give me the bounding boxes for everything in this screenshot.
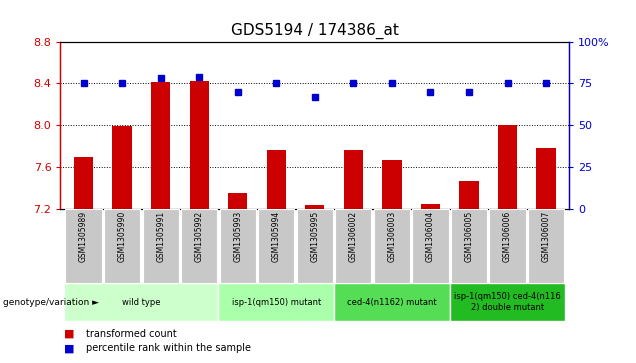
- Bar: [412, 209, 448, 283]
- Bar: [64, 283, 218, 321]
- Bar: [74, 156, 93, 209]
- Bar: [66, 209, 102, 283]
- Bar: [374, 209, 410, 283]
- Text: GSM1305993: GSM1305993: [233, 211, 242, 262]
- Text: GSM1305992: GSM1305992: [195, 211, 204, 262]
- Text: GSM1305991: GSM1305991: [156, 211, 165, 262]
- Text: GSM1305990: GSM1305990: [118, 211, 127, 262]
- Bar: [382, 160, 401, 209]
- Text: GSM1305989: GSM1305989: [79, 211, 88, 262]
- Bar: [450, 283, 565, 321]
- Bar: [219, 209, 256, 283]
- Text: ■: ■: [64, 343, 74, 354]
- Text: GSM1305995: GSM1305995: [310, 211, 319, 262]
- Bar: [218, 283, 334, 321]
- Title: GDS5194 / 174386_at: GDS5194 / 174386_at: [231, 23, 399, 39]
- Bar: [490, 209, 526, 283]
- Bar: [498, 125, 517, 209]
- Text: ced-4(n1162) mutant: ced-4(n1162) mutant: [347, 298, 437, 307]
- Text: GSM1306006: GSM1306006: [503, 211, 512, 262]
- Text: isp-1(qm150) ced-4(n116
2) double mutant: isp-1(qm150) ced-4(n116 2) double mutant: [454, 293, 561, 312]
- Bar: [142, 209, 179, 283]
- Text: GSM1305994: GSM1305994: [272, 211, 280, 262]
- Bar: [266, 150, 286, 209]
- Bar: [228, 193, 247, 209]
- Text: transformed count: transformed count: [86, 329, 177, 339]
- Bar: [343, 150, 363, 209]
- Text: percentile rank within the sample: percentile rank within the sample: [86, 343, 251, 354]
- Bar: [335, 209, 371, 283]
- Bar: [305, 204, 324, 209]
- Bar: [151, 82, 170, 209]
- Bar: [334, 283, 450, 321]
- Bar: [113, 126, 132, 209]
- Bar: [190, 81, 209, 209]
- Bar: [421, 204, 440, 209]
- Bar: [297, 209, 333, 283]
- Bar: [459, 180, 479, 209]
- Text: GSM1306005: GSM1306005: [464, 211, 473, 262]
- Text: GSM1306004: GSM1306004: [426, 211, 435, 262]
- Bar: [536, 148, 556, 209]
- Text: wild type: wild type: [122, 298, 161, 307]
- Text: GSM1306002: GSM1306002: [349, 211, 358, 262]
- Text: ■: ■: [64, 329, 74, 339]
- Text: GSM1306003: GSM1306003: [387, 211, 396, 262]
- Text: GSM1306007: GSM1306007: [542, 211, 551, 262]
- Bar: [528, 209, 564, 283]
- Bar: [451, 209, 487, 283]
- Bar: [181, 209, 218, 283]
- Bar: [104, 209, 140, 283]
- Text: isp-1(qm150) mutant: isp-1(qm150) mutant: [232, 298, 321, 307]
- Text: genotype/variation ►: genotype/variation ►: [3, 298, 99, 307]
- Bar: [258, 209, 294, 283]
